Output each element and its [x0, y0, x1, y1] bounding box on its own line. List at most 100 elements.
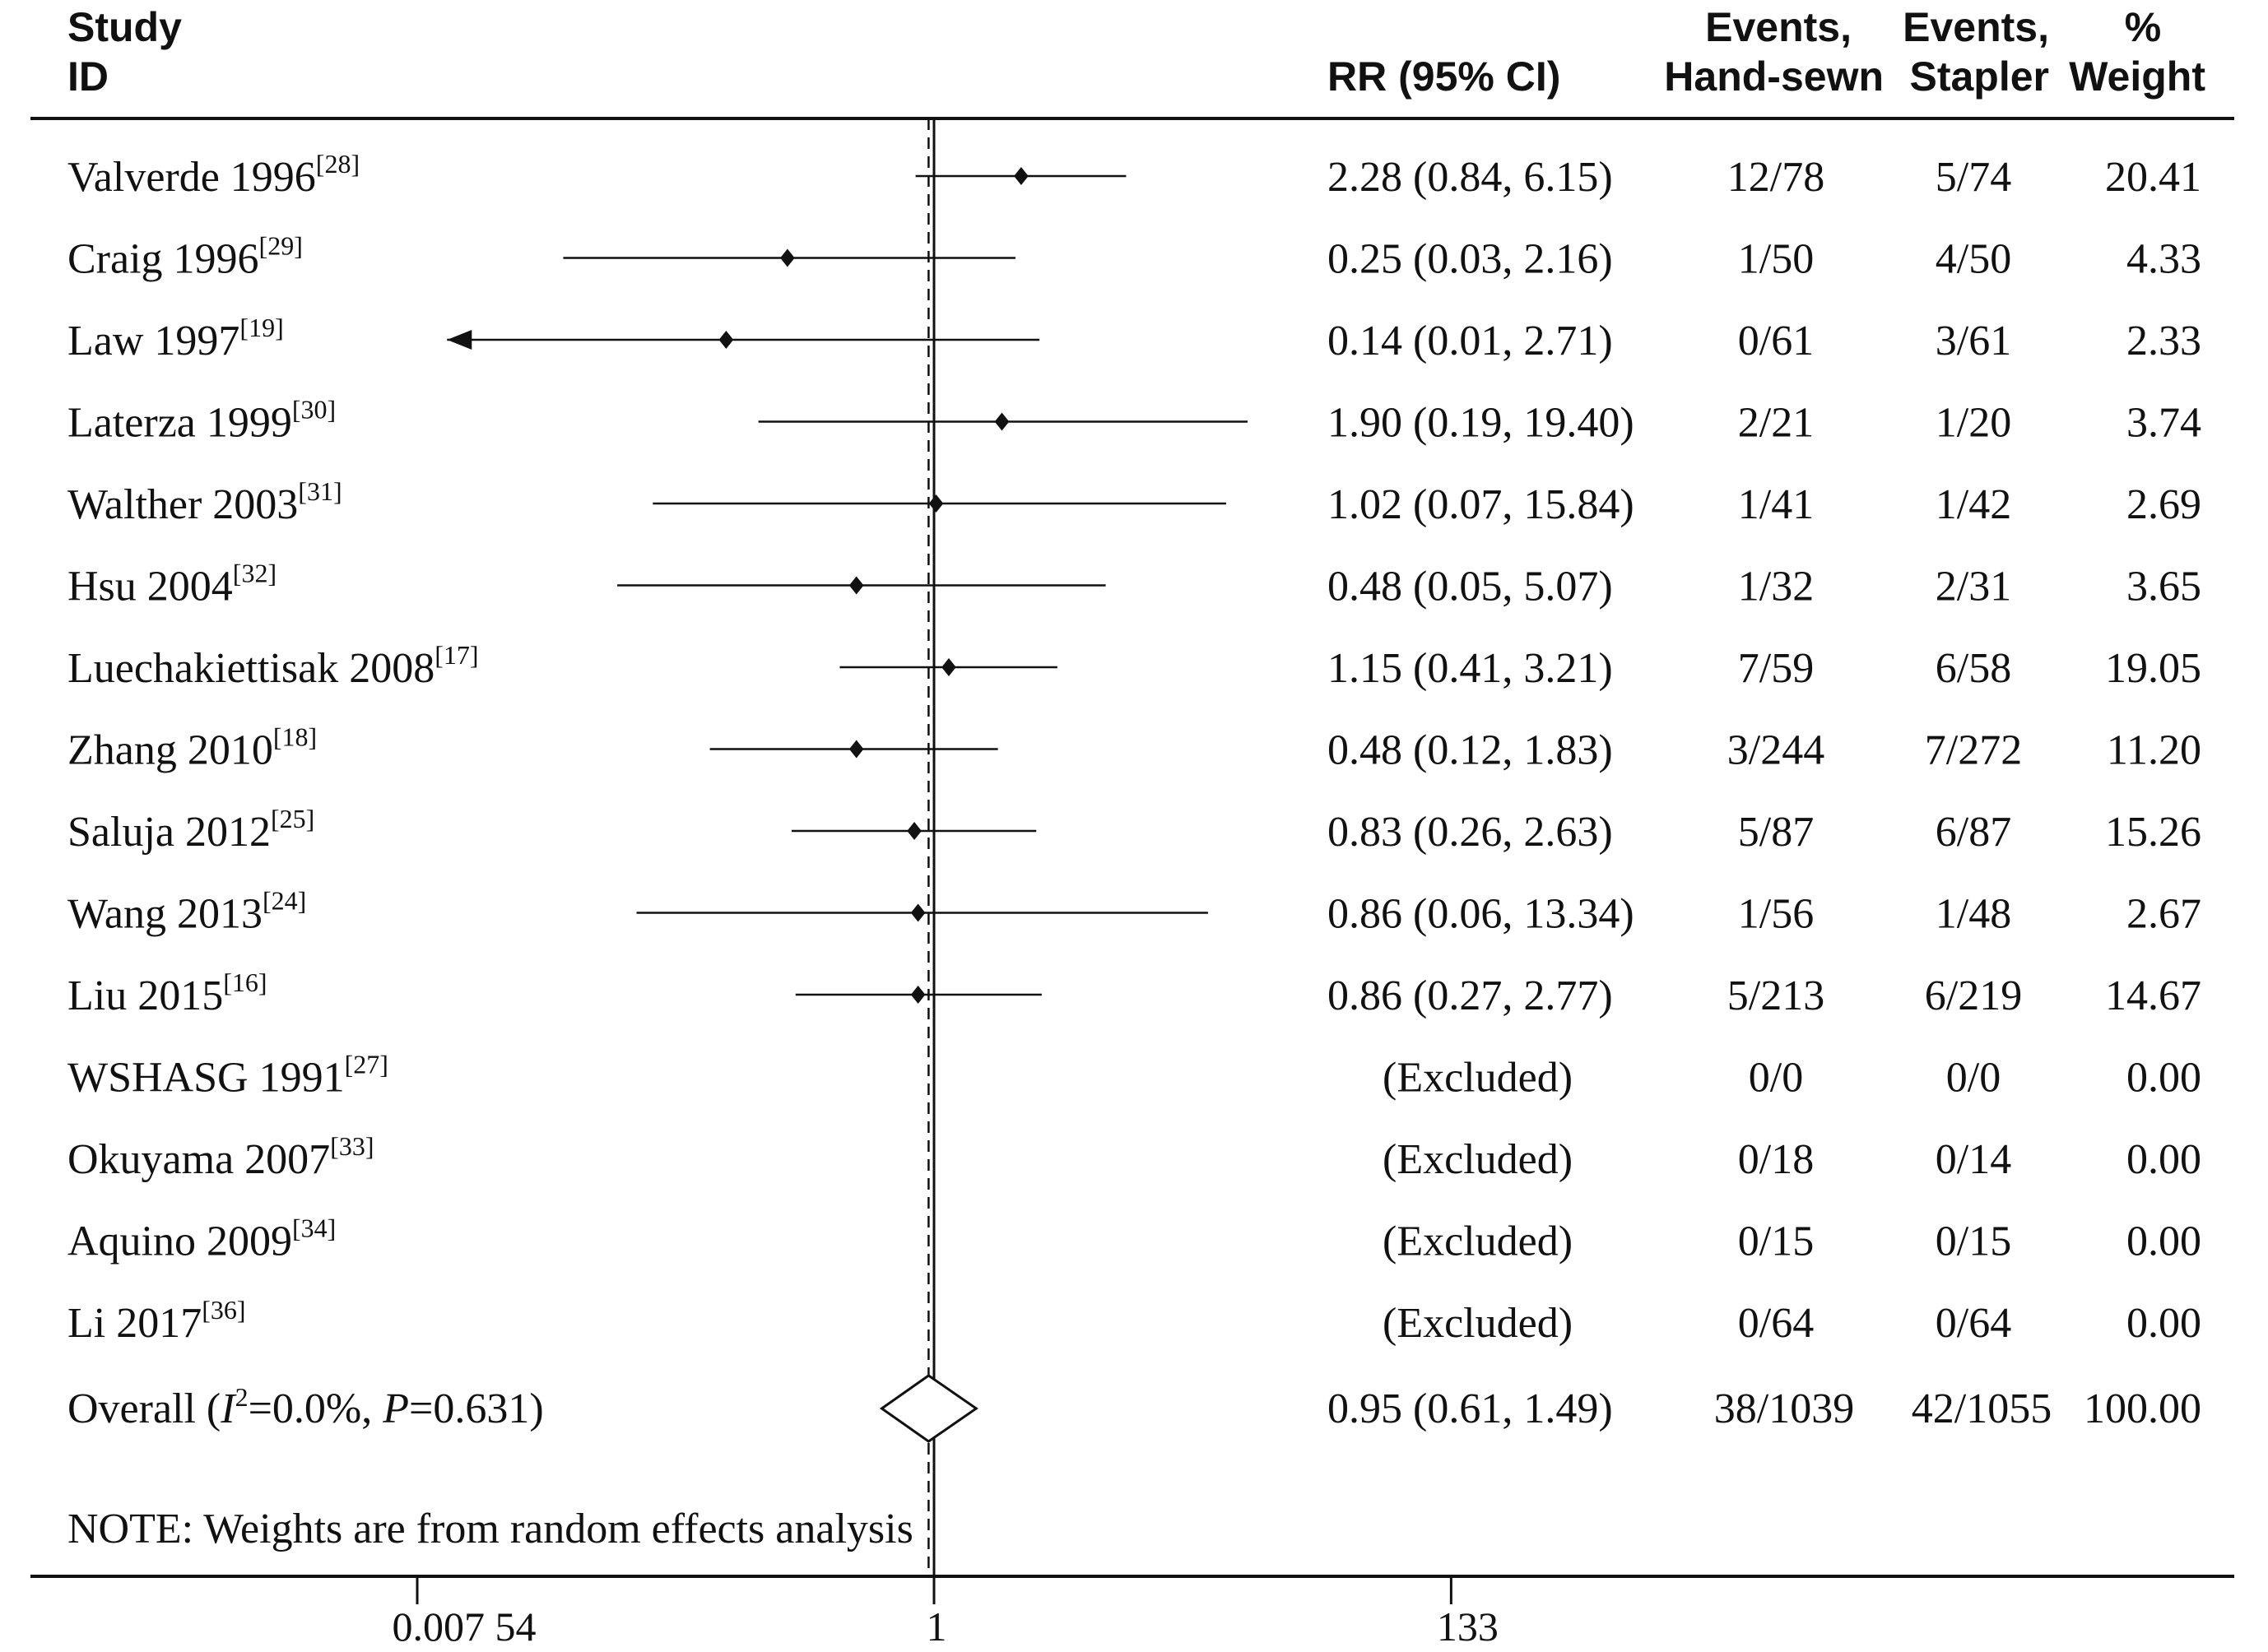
table-row: Wang 2013[24] 0.86 (0.06, 13.34) 1/56 1/48 2… [67, 886, 2201, 938]
header-stapler-line1: Events, [1903, 4, 2049, 50]
table-row: Law 1997[19] 0.14 (0.01, 2.71) 0/61 3/61 2.3… [67, 313, 2201, 364]
study-reference: [24] [263, 886, 306, 916]
study-name: WSHASG 1991[27] [67, 1050, 388, 1102]
study-name-text: Okuyama 2007 [67, 1136, 330, 1183]
point-estimate [910, 903, 926, 922]
study-events-hand: 3/244 [1727, 727, 1824, 774]
table-row: Aquino 2009[34] (Excluded) 0/15 0/15 0.00 [67, 1213, 2201, 1265]
header-weight-line1: % [2125, 4, 2161, 50]
study-events-stapler: 0/64 [1936, 1300, 2011, 1347]
study-reference: [30] [292, 395, 336, 425]
study-name: Walther 2003[31] [67, 476, 342, 528]
study-name-text: Li 2017 [67, 1300, 202, 1347]
header-study-line2: ID [67, 53, 109, 100]
study-events-hand: 1/56 [1738, 891, 1814, 938]
study-reference: [19] [239, 313, 283, 342]
study-events-hand: 7/59 [1738, 645, 1814, 692]
study-events-hand: 1/32 [1738, 564, 1814, 610]
study-ci-text: (Excluded) [1383, 1300, 1573, 1347]
study-reference: [34] [292, 1213, 336, 1243]
study-reference: [32] [233, 559, 277, 588]
overall-hand: 38/1039 [1714, 1385, 1854, 1432]
study-name-text: Luechakiettisak 2008 [67, 645, 435, 692]
study-events-hand: 0/61 [1738, 318, 1814, 364]
study-weight: 11.20 [2107, 727, 2201, 774]
study-name: Saluja 2012[25] [67, 804, 314, 856]
overall-label: Overall (I2=0.0%, P=0.631) [67, 1382, 544, 1432]
table-row: Li 2017[36] (Excluded) 0/64 0/64 0.00 [67, 1295, 2201, 1347]
table-row: Zhang 2010[18] 0.48 (0.12, 1.83) 3/244 7/27… [67, 722, 2201, 774]
study-name-text: Valverde 1996 [67, 154, 316, 201]
study-ci-text: (Excluded) [1383, 1218, 1573, 1265]
overall-p-value: =0.631) [409, 1385, 544, 1432]
study-name-text: Saluja 2012 [67, 809, 271, 856]
study-ci-text: 0.86 (0.06, 13.34) [1327, 891, 1634, 938]
study-events-stapler: 4/50 [1936, 236, 2011, 283]
study-events-stapler: 6/58 [1936, 645, 2011, 692]
study-weight: 2.67 [2126, 891, 2201, 938]
study-events-hand: 0/0 [1749, 1055, 1803, 1102]
point-estimate [928, 494, 944, 513]
study-name: Liu 2015[16] [67, 968, 267, 1019]
study-events-hand: 1/41 [1738, 481, 1814, 528]
study-name: Wang 2013[24] [67, 886, 306, 938]
study-events-stapler: 0/15 [1936, 1218, 2011, 1265]
study-events-hand: 5/87 [1738, 809, 1814, 856]
study-events-stapler: 2/31 [1936, 564, 2011, 610]
study-name: Craig 1996[29] [67, 231, 303, 283]
header-hand-line1: Events, [1705, 4, 1852, 50]
study-name-text: Hsu 2004 [67, 564, 233, 610]
overall-diamond [879, 1374, 978, 1443]
x-tick-label: 133 [1437, 1603, 1499, 1650]
study-name-text: Aquino 2009 [67, 1218, 292, 1265]
study-events-stapler: 1/48 [1936, 891, 2011, 938]
header-weight-line2: Weight [2069, 53, 2205, 100]
header-hand-line2: Hand-sewn [1664, 53, 1884, 100]
study-events-stapler: 5/74 [1936, 154, 2011, 201]
study-reference: [16] [223, 968, 267, 997]
study-weight: 20.41 [2105, 154, 2201, 201]
study-name: Hsu 2004[32] [67, 559, 277, 610]
study-reference: [31] [298, 476, 342, 506]
study-name: Law 1997[19] [67, 313, 284, 364]
point-estimate [1014, 167, 1029, 185]
study-weight: 0.00 [2126, 1055, 2201, 1102]
study-weight: 2.33 [2126, 318, 2201, 364]
study-name-text: WSHASG 1991 [67, 1055, 345, 1102]
study-events-stapler: 6/219 [1925, 972, 2022, 1019]
study-name-text: Law 1997 [67, 318, 239, 364]
overall-p-symbol: P [382, 1385, 409, 1432]
note-text: NOTE: Weights are from random effects an… [67, 1506, 913, 1552]
table-row: Valverde 1996[28] 2.28 (0.84, 6.15) 12/78 5… [67, 149, 2201, 201]
study-events-stapler: 6/87 [1936, 809, 2011, 856]
study-events-hand: 2/21 [1738, 400, 1814, 447]
overall-ci-text: 0.95 (0.61, 1.49) [1327, 1385, 1613, 1432]
study-ci-text: (Excluded) [1383, 1136, 1573, 1183]
study-ci-text: 0.48 (0.12, 1.83) [1327, 727, 1613, 774]
overall-stapler: 42/1055 [1912, 1385, 2052, 1432]
study-rows: Valverde 1996[28] 2.28 (0.84, 6.15) 12/78 5… [67, 149, 2201, 1347]
study-reference: [25] [271, 804, 314, 833]
study-weight: 3.65 [2126, 564, 2201, 610]
study-events-hand: 0/64 [1738, 1300, 1814, 1347]
study-weight: 0.00 [2126, 1218, 2201, 1265]
overall-weight: 100.00 [2084, 1385, 2201, 1432]
overall-prefix: Overall ( [67, 1385, 221, 1432]
study-events-hand: 5/213 [1727, 972, 1824, 1019]
study-name: Zhang 2010[18] [67, 722, 317, 774]
study-weight: 4.33 [2126, 236, 2201, 283]
study-events-stapler: 0/0 [1946, 1055, 2001, 1102]
study-name: Luechakiettisak 2008[17] [67, 640, 479, 692]
point-estimate [907, 822, 922, 840]
table-row: Hsu 2004[32] 0.48 (0.05, 5.07) 1/32 2/31 3.6… [67, 559, 2201, 610]
table-row: Liu 2015[16] 0.86 (0.27, 2.77) 5/213 6/219 1… [67, 968, 2201, 1019]
study-weight: 19.05 [2105, 645, 2201, 692]
study-ci-text: 0.14 (0.01, 2.71) [1327, 318, 1613, 364]
study-ci-text: 2.28 (0.84, 6.15) [1327, 154, 1613, 201]
study-reference: [36] [202, 1295, 245, 1325]
study-ci-text: 0.86 (0.27, 2.77) [1327, 972, 1613, 1019]
point-estimate [848, 576, 864, 595]
study-name: Li 2017[36] [67, 1295, 246, 1347]
x-tick-label: 0.007 54 [393, 1603, 537, 1650]
